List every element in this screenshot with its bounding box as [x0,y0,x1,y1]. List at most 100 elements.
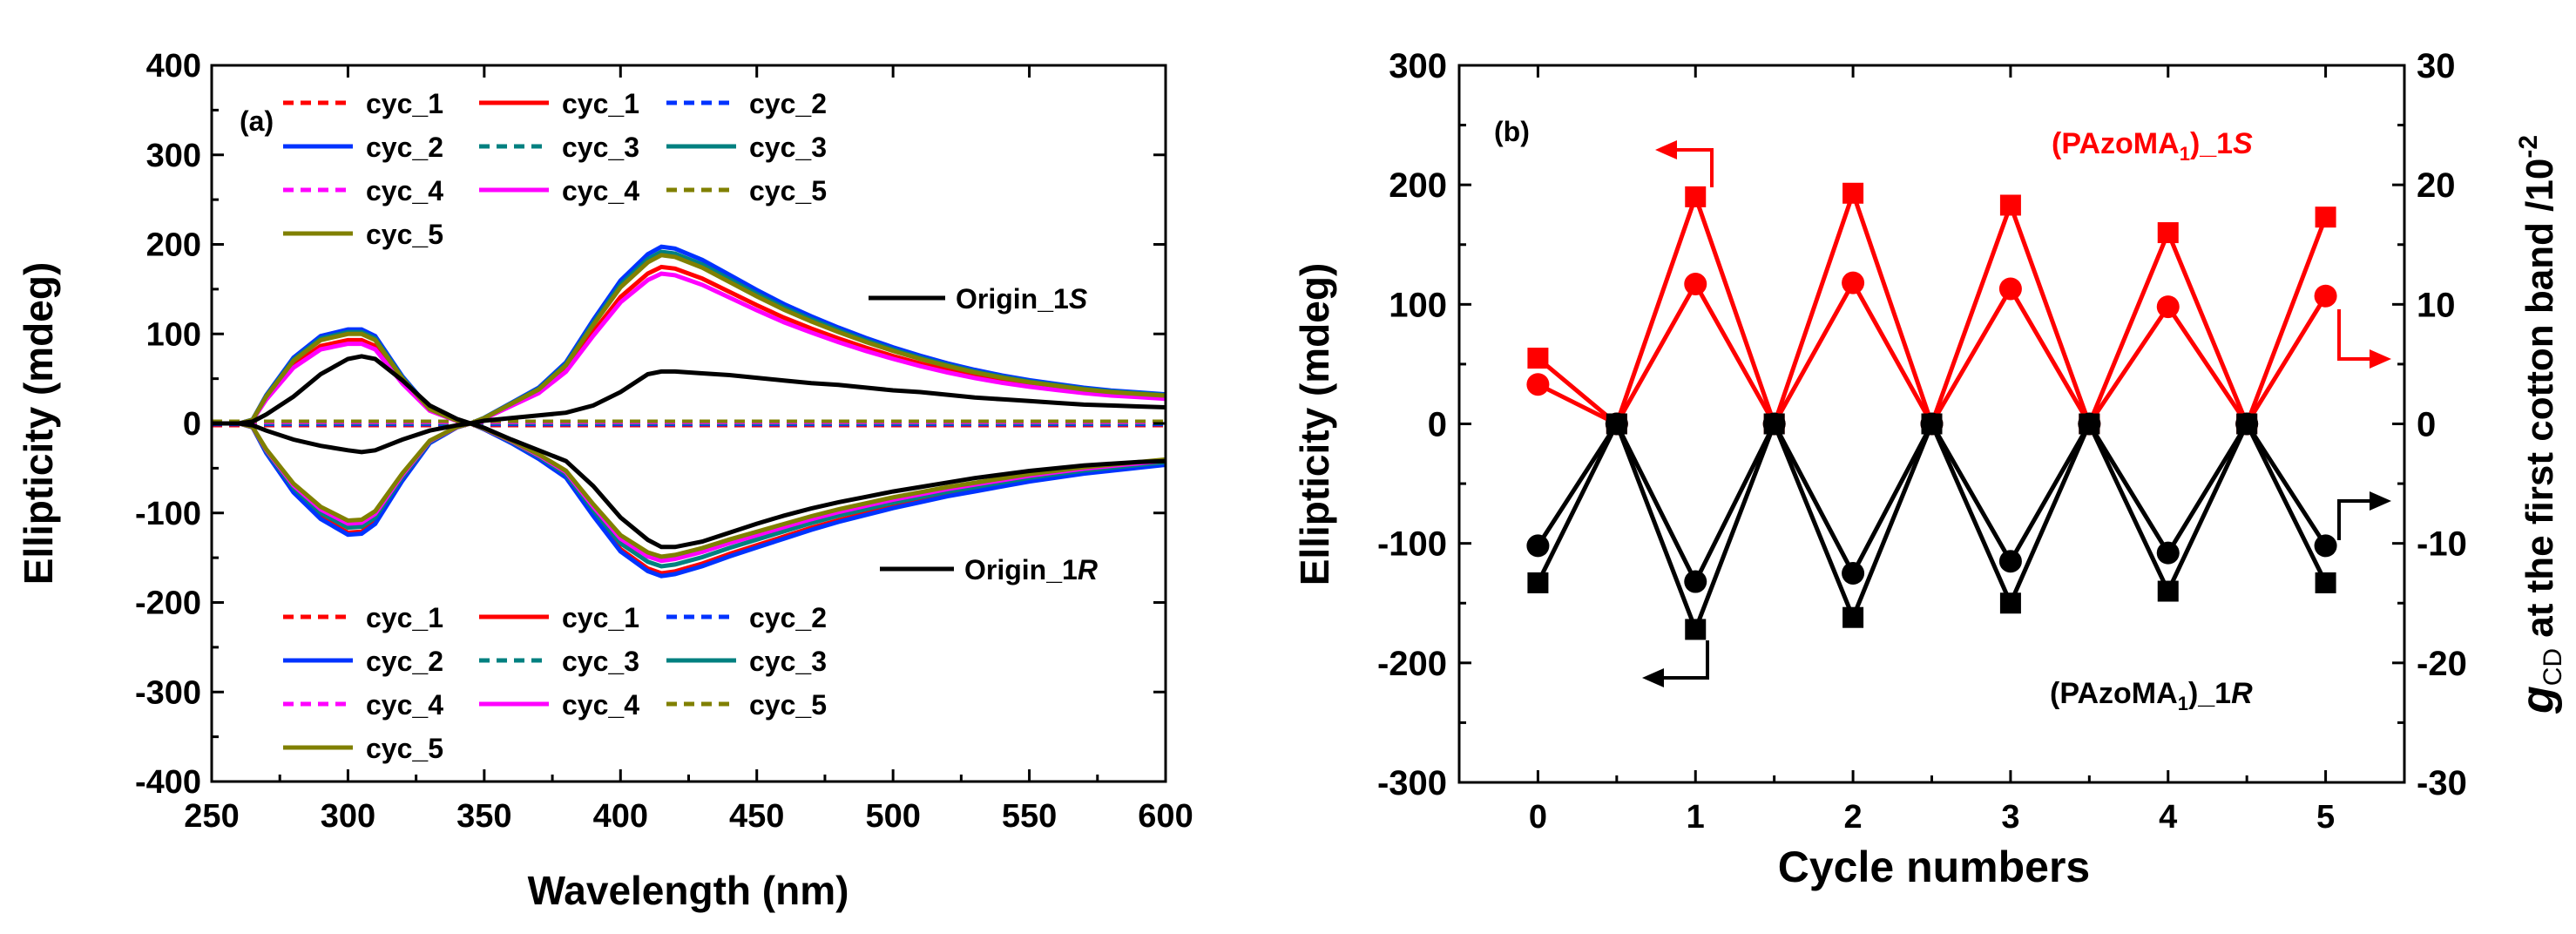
x-tick-label-a: 400 [593,798,648,835]
data-point-circle [1526,534,1550,558]
data-point-circle [1920,412,1944,436]
series-origin-r [212,354,1166,550]
legend-label: cyc_3 [749,646,827,677]
y-tick-label-a: 200 [146,227,201,264]
data-point-circle [1762,412,1786,436]
data-point-circle [1605,412,1628,436]
data-point-square [1842,606,1864,628]
y-tick-label-b: -200 [1377,645,1447,683]
arrow-right-axis-s [2337,309,2391,369]
legend-label: cyc_1 [562,602,639,633]
series-r-cyc_5 [212,421,1166,559]
y-axis-title-b: Ellipticity (mdeg) [1292,263,1337,586]
x-tick-label-b: 4 [2159,799,2177,836]
y-tick-label-b: 100 [1389,286,1447,324]
data-point-square [1842,182,1864,204]
y-axis-title-a: Ellipticity (mdeg) [16,262,61,585]
data-point-square [2157,580,2179,602]
data-point-circle [1998,277,2022,301]
x-tick-label-a: 350 [456,798,511,835]
data-point-square [1685,186,1707,207]
x-tick-label-b: 1 [1687,799,1705,836]
data-point-circle [1526,373,1550,396]
y2-tick-label-b: 0 [2417,406,2436,444]
y-tick-label-a: -300 [135,674,201,711]
data-point-square [1999,592,2021,614]
x-tick-label-a: 550 [1002,798,1057,835]
origin-s-label: Origin_1S [956,283,1088,315]
legend-label: cyc_4 [366,175,443,206]
data-point-circle [2314,534,2337,558]
x-tick-label-a: 250 [184,798,239,835]
axis-ticks-b: 0 1 2 3 4 5-300-200-1000100200300-30-20-10010… [1377,47,2467,836]
y2-axis-title-b: gCD at the first cotton band /10-2 [2512,135,2567,714]
legend-label: cyc_1 [562,88,639,119]
data-point-square [1685,619,1707,640]
data-point-circle [1684,273,1707,296]
chart-panel-b: 0 1 2 3 4 5-300-200-1000100200300-30-20-10010… [1292,47,2567,891]
x-tick-label-b: 3 [2001,799,2019,836]
panel-label-a: (a) [240,105,274,137]
y-tick-label-b: -300 [1377,764,1447,802]
data-point-square [1527,348,1549,369]
x-axis-title-b: Cycle numbers [1778,843,2090,891]
arrow-right-axis-r [2337,491,2391,540]
y2-tick-label-b: 10 [2417,286,2456,324]
y-tick-label-a: -200 [135,585,201,622]
x-tick-label-a: 600 [1138,798,1193,835]
data-point-square [2157,222,2179,244]
data-point-circle [2156,541,2180,565]
series-s-cyc_3 [212,249,1166,426]
origin-r-legend: Origin_1R [880,554,1098,585]
data-point-circle [1842,561,1865,585]
data-point-circle [2078,412,2101,436]
y-tick-label-b: -100 [1377,525,1447,564]
y-tick-label-b: 200 [1389,166,1447,205]
data-point-square [2315,206,2336,228]
legend-label: cyc_3 [562,646,639,677]
legend-label: cyc_1 [366,88,443,119]
data-point-circle [2235,412,2259,436]
series-lines-b [1526,182,2337,640]
data-point-square [2315,572,2336,593]
series-r-cyc_3 [212,421,1166,569]
data-point-circle [2156,295,2180,319]
series-s-cyc_4 [212,271,1166,426]
y-tick-label-a: -400 [135,764,201,801]
annotation-r: (PAzoMA1)_1R [2050,677,2253,714]
chart-panel-a: 250 300 350 400 450 500 550 600 -400 -300 -200 -100… [16,48,1193,913]
x-tick-label-a: 450 [729,798,784,835]
legend-label: cyc_3 [562,132,639,163]
y-tick-label-a: 0 [183,406,201,443]
y2-tick-label-b: -20 [2417,645,2467,683]
y2-tick-label-b: 30 [2417,47,2456,85]
legend-label: cyc_4 [562,689,639,721]
series-line [1536,186,2328,431]
data-point-circle [2314,284,2337,308]
x-tick-label-b: 0 [1529,799,1547,836]
panel-label-b: (b) [1494,116,1530,147]
series-line [1536,417,2328,636]
series-r-cyc_4 [212,421,1166,564]
legend-label: cyc_3 [749,132,827,163]
y-tick-label-a: 400 [146,48,201,85]
x-tick-label-b: 5 [2316,799,2335,836]
legend-label: cyc_2 [749,602,827,633]
legend-label: cyc_1 [366,602,443,633]
origin-s-legend: Origin_1S [869,283,1088,315]
y2-tick-label-b: -10 [2417,525,2467,564]
series-s-cyc_5 [212,253,1166,426]
arrow-left-axis-s [1655,140,1714,187]
legend-bottom-a: cyc_1 cyc_1 cyc_2 cyc_2 cyc_3 cyc_3 cyc_4 cyc_4… [283,602,827,764]
y-tick-label-a: -100 [135,496,201,532]
legend-label: cyc_2 [366,132,443,163]
origin-r-label: Origin_1R [964,554,1098,585]
legend-label: cyc_5 [366,733,443,764]
y-tick-label-a: 100 [146,316,201,353]
annotation-s: (PAzoMA1)_1S [2052,127,2253,165]
data-point-circle [1684,570,1707,593]
x-axis-title-a: Wavelength (nm) [528,868,849,913]
x-tick-label-a: 300 [321,798,375,835]
y2-tick-label-b: 20 [2417,166,2456,205]
